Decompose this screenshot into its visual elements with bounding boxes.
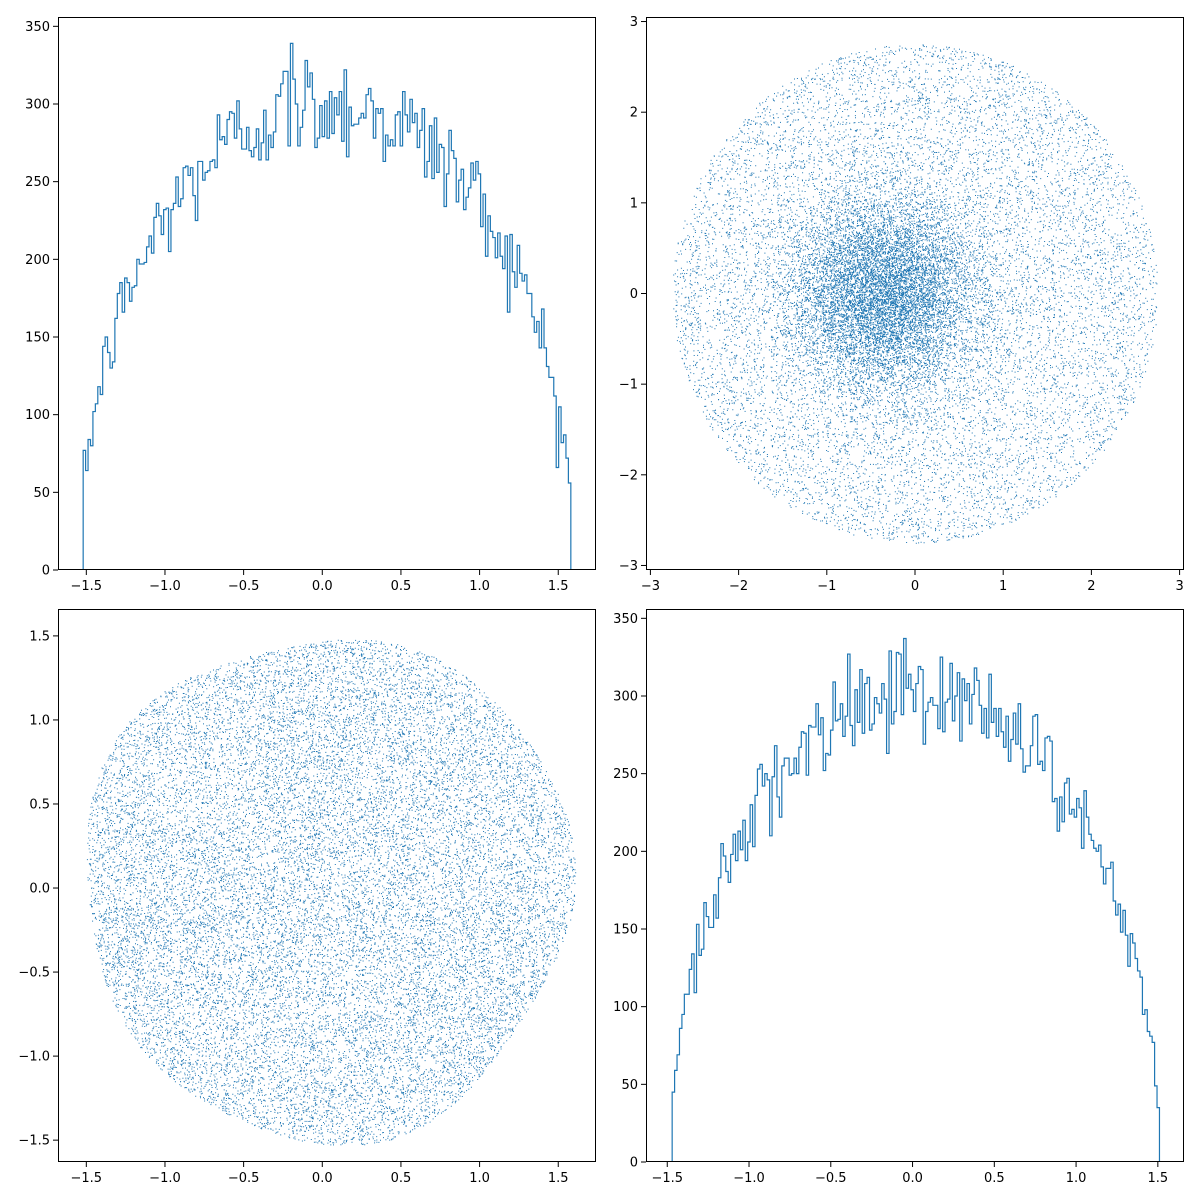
x-tick-label: 2 — [1087, 579, 1095, 594]
x-tick-label: 0.5 — [984, 1171, 1005, 1186]
x-tick-label: −1.0 — [149, 579, 181, 594]
x-tick-label: −1.5 — [71, 579, 103, 594]
x-tick-label: 0.5 — [391, 1171, 412, 1186]
x-tick-label: −1.0 — [149, 1171, 181, 1186]
y-tick-label: 0.0 — [29, 882, 50, 897]
y-tick-label: 350 — [613, 612, 638, 627]
plot-area — [82, 42, 572, 570]
plot-area — [671, 637, 1161, 1162]
x-tick-label: 1.0 — [469, 1171, 490, 1186]
x-tick-label: 0.0 — [312, 579, 333, 594]
panel-bottom-right-histogram: −1.5 −1.0 −0.5 0.0 0.5 1.0 1.5 0 50 100 150 200 250 3… — [613, 609, 1184, 1186]
histogram-step-line — [671, 637, 1161, 1162]
x-tick-label: −1.5 — [651, 1171, 683, 1186]
x-tick-label: −2 — [729, 579, 748, 594]
panel-bottom-left-scatter: −1.5 −1.0 −0.5 0.0 0.5 1.0 1.5 −1.5 −1.0 −0.5 0.0 0… — [18, 609, 596, 1186]
y-tick-label: 200 — [613, 845, 638, 860]
y-tick-label: 300 — [25, 97, 50, 112]
x-tick-label: −3 — [641, 579, 660, 594]
y-tick-label: 50 — [33, 486, 50, 501]
histogram-step-line — [82, 42, 572, 570]
scatter-points — [86, 639, 577, 1146]
y-tick-label: 150 — [25, 330, 50, 345]
x-tick-label: 0.0 — [312, 1171, 333, 1186]
panel-top-left-histogram: −1.5 −1.0 −0.5 0.0 0.5 1.0 1.5 0 50 100 150 200 250 3… — [25, 17, 596, 594]
y-tick-label: 300 — [613, 689, 638, 704]
y-tick-label: 250 — [613, 767, 638, 782]
y-tick-label: 100 — [613, 1000, 638, 1015]
y-tick-label: 1.5 — [29, 629, 50, 644]
x-tick-label: −1.0 — [733, 1171, 765, 1186]
axes-frame — [58, 609, 596, 1162]
y-tick-label: 0 — [42, 564, 50, 579]
x-tick-label: 1.5 — [548, 1171, 569, 1186]
x-tick-label: 1.5 — [548, 579, 569, 594]
x-tick-label: 0.5 — [391, 579, 412, 594]
y-tick-label: 0 — [630, 287, 638, 302]
x-tick-label: −0.5 — [228, 579, 260, 594]
x-tick-label: 1 — [999, 579, 1007, 594]
y-tick-label: 0.5 — [29, 797, 50, 812]
y-tick-label: 2 — [630, 106, 638, 121]
x-tick-label: −0.5 — [815, 1171, 847, 1186]
y-tick-label: 0 — [630, 1156, 638, 1171]
plot-area — [86, 639, 577, 1146]
x-tick-label: 1.0 — [1066, 1171, 1087, 1186]
y-tick-label: −1.5 — [18, 1134, 50, 1149]
x-tick-label: −0.5 — [228, 1171, 260, 1186]
x-tick-label: −1.5 — [71, 1171, 103, 1186]
y-tick-label: 150 — [613, 922, 638, 937]
x-tick-label: 0 — [911, 579, 919, 594]
y-tick-label: −3 — [619, 559, 638, 574]
y-tick-label: 200 — [25, 253, 50, 268]
axes-frame — [646, 17, 1184, 570]
y-tick-label: 350 — [25, 20, 50, 35]
y-tick-label: 1.0 — [29, 713, 50, 728]
panel-top-right-scatter: −3 −2 −1 0 1 2 3 −3 −2 −1 0 1 2 3 — [619, 15, 1184, 594]
y-tick-label: 250 — [25, 175, 50, 190]
x-tick-label: −1 — [817, 579, 836, 594]
y-tick-label: −1.0 — [18, 1050, 50, 1065]
x-tick-label: 0.0 — [902, 1171, 923, 1186]
y-tick-label: 100 — [25, 408, 50, 423]
y-tick-label: 1 — [630, 196, 638, 211]
y-tick-label: −0.5 — [18, 966, 50, 981]
x-tick-label: 1.5 — [1147, 1171, 1168, 1186]
y-tick-label: 50 — [621, 1078, 638, 1093]
y-tick-label: −2 — [619, 468, 638, 483]
y-tick-label: 3 — [630, 15, 638, 30]
axes-frame — [58, 17, 596, 570]
x-tick-label: 1.0 — [469, 579, 490, 594]
axes-frame — [646, 609, 1184, 1162]
x-tick-label: 3 — [1175, 579, 1183, 594]
y-tick-label: −1 — [619, 378, 638, 393]
